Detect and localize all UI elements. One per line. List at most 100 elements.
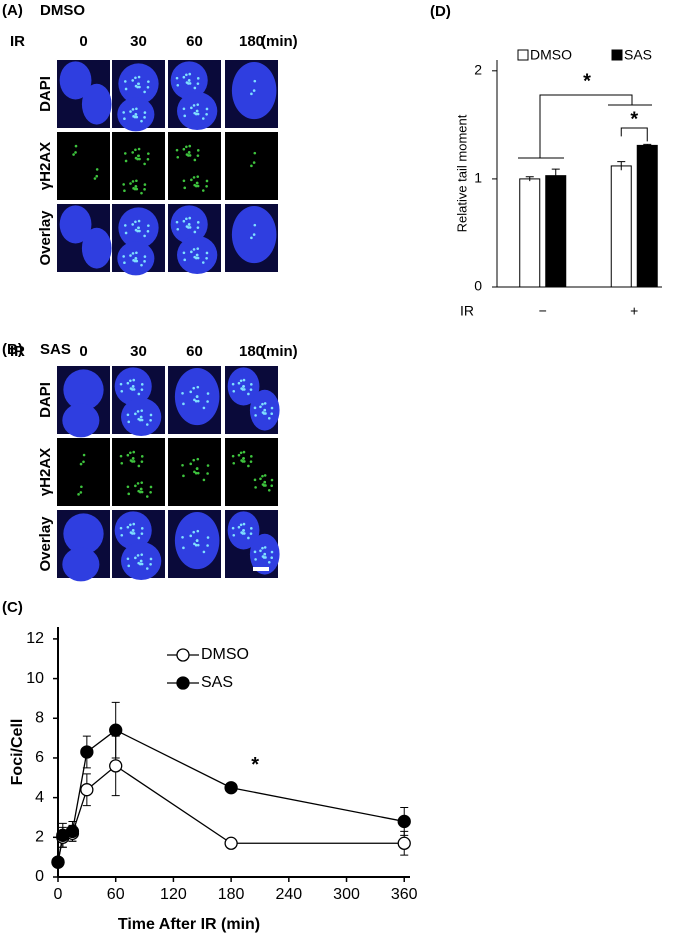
focus (136, 482, 140, 485)
focus (120, 461, 124, 465)
focus (147, 224, 150, 227)
focus (242, 450, 246, 454)
error-bar (617, 161, 626, 171)
focus (206, 544, 209, 547)
focus (242, 378, 246, 382)
focus (250, 164, 253, 168)
nucleus (63, 513, 104, 555)
focus (250, 383, 253, 386)
focus (205, 251, 209, 255)
focus (249, 532, 253, 535)
bar (610, 165, 632, 288)
nucleus (81, 83, 112, 125)
marker (397, 814, 411, 829)
x-tick-label: 300 (333, 886, 360, 903)
y-axis-label: Relative tail moment (454, 114, 469, 232)
legend-label: DMSO (530, 47, 572, 63)
marker (80, 745, 94, 759)
focus (134, 484, 137, 488)
focus (232, 533, 236, 537)
scale-bar (253, 567, 269, 571)
unit-label: (min) (261, 33, 298, 50)
focus (74, 151, 77, 154)
focus (194, 399, 198, 403)
focus (193, 470, 196, 474)
panel-title: SAS (40, 341, 71, 358)
focus (182, 75, 186, 79)
focus (143, 183, 147, 186)
focus (232, 461, 236, 465)
micrograph (225, 132, 278, 200)
focus (143, 234, 146, 238)
focus (202, 550, 206, 554)
y-tick-label: 10 (26, 670, 44, 687)
focus (149, 562, 152, 566)
focus (270, 556, 274, 560)
focus (137, 226, 140, 230)
focus (176, 227, 180, 231)
focus (183, 114, 187, 118)
focus (129, 110, 132, 113)
focus (185, 217, 188, 221)
micrograph (112, 204, 165, 276)
focus (231, 454, 235, 458)
focus (131, 385, 135, 388)
focus (193, 542, 196, 546)
micrograph (225, 510, 280, 578)
column-header: 0 (79, 343, 87, 360)
micrograph (57, 438, 110, 506)
focus (194, 256, 198, 260)
focus (149, 418, 152, 422)
y-tick-label: 0 (35, 868, 44, 885)
focus (134, 76, 137, 80)
focus (138, 85, 141, 89)
focus (237, 453, 241, 457)
focus (140, 481, 144, 484)
focus (264, 556, 267, 559)
focus (126, 557, 130, 561)
focus (124, 231, 128, 235)
focus (145, 567, 149, 570)
focus (140, 527, 144, 530)
focus (205, 107, 209, 111)
micrograph (225, 366, 280, 434)
focus (126, 381, 130, 385)
focus (74, 144, 78, 148)
micrograph-bg (57, 438, 110, 506)
focus (143, 90, 146, 94)
focus (206, 472, 209, 475)
focus (195, 253, 199, 257)
focus (122, 183, 125, 186)
focus (243, 532, 246, 535)
marker (397, 836, 411, 850)
focus (253, 151, 257, 155)
focus (270, 478, 274, 482)
focus (132, 460, 136, 463)
focus (243, 388, 246, 391)
focus (143, 260, 146, 263)
focus (129, 523, 132, 527)
focus (196, 529, 200, 533)
focus (259, 405, 262, 409)
focus (182, 474, 185, 478)
focus (187, 151, 191, 154)
focus (123, 261, 126, 265)
focus (239, 379, 243, 383)
bar (519, 178, 541, 288)
focus (267, 560, 271, 564)
micrograph (57, 510, 110, 582)
focus (270, 406, 274, 410)
focus (131, 108, 135, 111)
focus (182, 251, 186, 255)
focus (192, 458, 196, 462)
focus (79, 462, 83, 466)
row-label: DAPI (37, 382, 54, 418)
focus (252, 161, 256, 164)
column-header: 30 (130, 343, 147, 360)
focus (119, 454, 123, 458)
focus (140, 383, 144, 386)
focus (135, 251, 138, 255)
marker (80, 783, 94, 797)
focus (263, 480, 267, 484)
